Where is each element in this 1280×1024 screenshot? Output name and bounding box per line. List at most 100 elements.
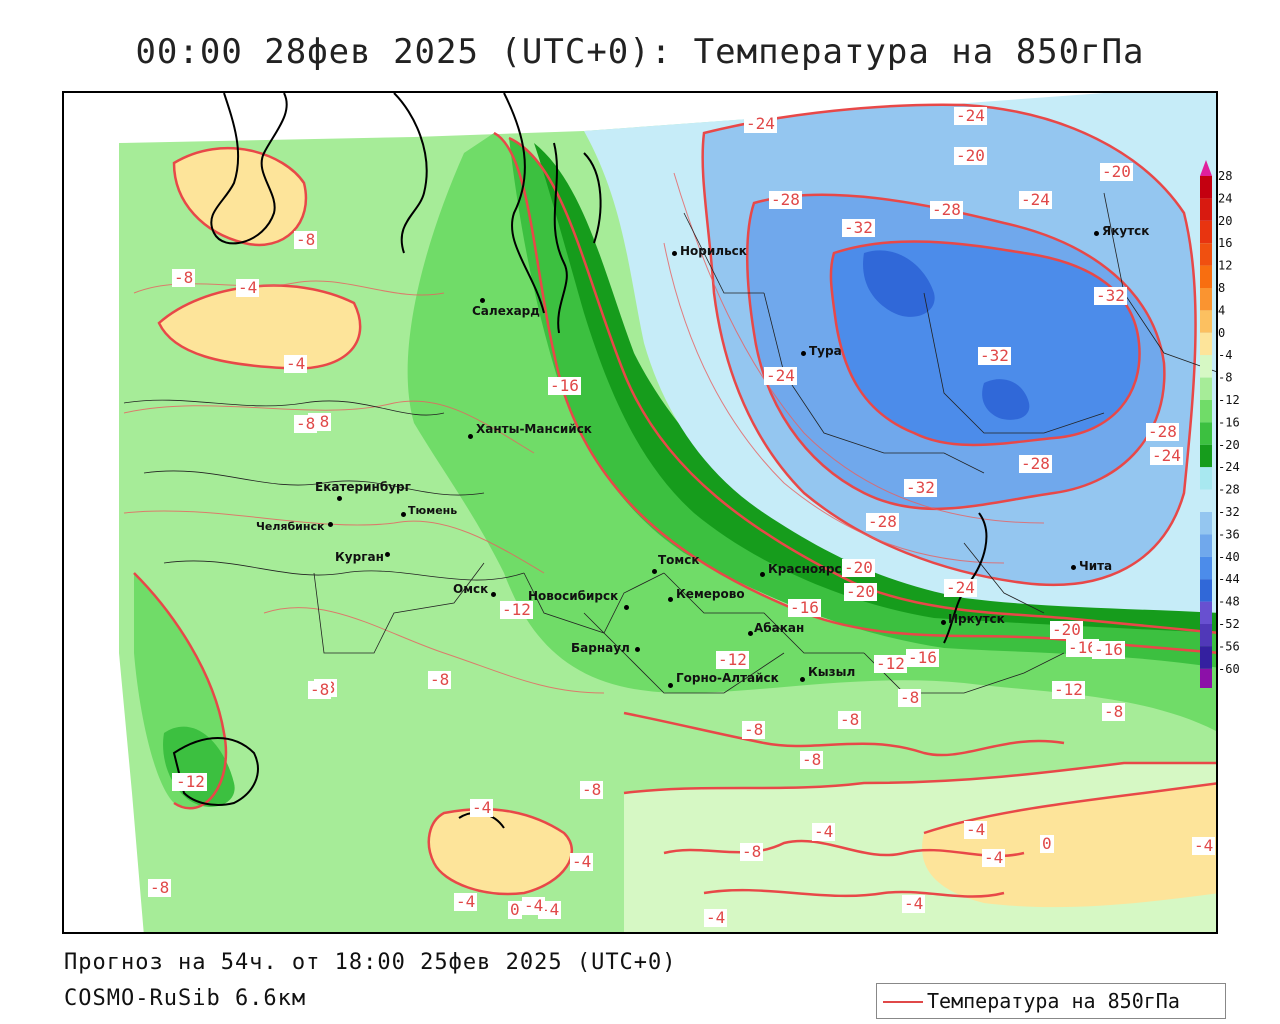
- contour-value-label: -8: [428, 670, 452, 689]
- isotherm-lines: [133, 103, 1216, 898]
- scale-color-swatch: [1200, 288, 1212, 311]
- scale-color-swatch: [1200, 668, 1212, 692]
- contour-value-label: -4: [570, 852, 594, 871]
- contour-value-label: -4: [812, 822, 836, 841]
- city-label: Кемерово: [676, 587, 745, 601]
- contour-value-label: -8: [148, 878, 172, 897]
- city-dot-icon: [480, 298, 485, 303]
- contour-value-label: -32: [978, 346, 1011, 365]
- scale-tick-label: -36: [1218, 527, 1240, 541]
- scale-color-swatch: [1200, 198, 1212, 221]
- city-label: Норильск: [680, 244, 747, 258]
- city-label: Омск: [453, 582, 489, 596]
- contour-value-label: -12: [716, 650, 749, 669]
- scale-color-swatch: [1200, 422, 1212, 445]
- city-dot-icon: [1071, 565, 1076, 570]
- contour-value-label: -32: [904, 478, 937, 497]
- city-dot-icon: [800, 677, 805, 682]
- city-label: Курган: [335, 550, 384, 564]
- city-label: Тура: [809, 344, 842, 358]
- scale-color-swatch: [1200, 400, 1212, 423]
- scale-tick-label: -16: [1218, 415, 1240, 429]
- contour-value-label: -4: [522, 896, 546, 915]
- scale-color-swatch: [1200, 243, 1212, 266]
- scale-color-swatch: [1200, 444, 1212, 468]
- contour-value-label: -32: [842, 218, 875, 237]
- scale-color-swatch: [1200, 534, 1212, 557]
- contour-value-label: -8: [838, 710, 862, 729]
- city-dot-icon: [491, 592, 496, 597]
- city-label: Тюмень: [408, 504, 458, 517]
- scale-tick-label: -56: [1218, 639, 1240, 653]
- legend-line-icon: [883, 1001, 923, 1003]
- contour-value-label: -8: [294, 414, 318, 433]
- contour-value-label: -4: [1192, 836, 1216, 855]
- contour-value-label: -28: [1146, 422, 1179, 441]
- forecast-info: Прогноз на 54ч. от 18:00 25фев 2025 (UTC…: [64, 950, 677, 975]
- scale-tick-label: -32: [1218, 505, 1240, 519]
- city-label: Иркутск: [948, 612, 1005, 626]
- city-dot-icon: [652, 569, 657, 574]
- city-dot-icon: [624, 605, 629, 610]
- city-label: Кызыл: [808, 665, 856, 679]
- color-scale-bar: 28 24 20 16 12 8 4 0 -4 -8 -12 -16 -20 -24 -28 -32 -36 -4…: [1200, 160, 1240, 708]
- city-dot-icon: [328, 522, 333, 527]
- city-dot-icon: [668, 683, 673, 688]
- city-label: Барнаул: [571, 641, 630, 655]
- scale-color-swatch: [1200, 265, 1212, 288]
- city-dot-icon: [941, 620, 946, 625]
- contour-value-label: -20: [1100, 162, 1133, 181]
- contour-value-label: -4: [982, 848, 1006, 867]
- map-title: 00:00 28фев 2025 (UTC+0): Температура на…: [135, 32, 1145, 72]
- contour-value-label: -8: [1102, 702, 1126, 721]
- contour-value-label: -20: [842, 558, 875, 577]
- contour-value-label: -8: [898, 688, 922, 707]
- scale-tick-label: 12: [1218, 259, 1232, 273]
- contour-value-label: -20: [844, 582, 877, 601]
- contour-value-label: -12: [874, 654, 907, 673]
- city-dot-icon: [468, 434, 473, 439]
- scale-color-swatch: [1200, 624, 1212, 647]
- city-dot-icon: [1094, 231, 1099, 236]
- contour-value-label: -4: [284, 354, 308, 373]
- scale-tick-label: -4: [1218, 348, 1232, 362]
- city-label: Якутск: [1102, 224, 1150, 238]
- city-label: Абакан: [754, 621, 805, 635]
- contour-value-label: -4: [902, 894, 926, 913]
- temperature-map[interactable]: Норильск Салехард Якутск Тура Ханты-Манс…: [62, 91, 1218, 934]
- contour-value-label: -12: [174, 772, 207, 791]
- contour-value-label: -32: [1094, 286, 1127, 305]
- city-label: Горно-Алтайск: [676, 671, 779, 685]
- color-scale: 28 24 20 16 12 8 4 0 -4 -8 -12 -16 -20 -24 -28 -32 -36 -4…: [1198, 158, 1280, 708]
- contour-value-label: -4: [236, 278, 260, 297]
- contour-value-label: -8: [740, 842, 764, 861]
- scale-top-arrow-icon: [1200, 160, 1212, 176]
- contour-value-label: -4: [454, 892, 478, 911]
- map-canvas: [64, 93, 1216, 932]
- contour-value-label: -24: [764, 366, 797, 385]
- scale-tick-label: 20: [1218, 214, 1232, 228]
- city-label: Новосибирск: [528, 589, 619, 603]
- contour-value-label: -28: [866, 512, 899, 531]
- contour-value-label: 0: [1040, 834, 1054, 853]
- contour-value-label: -4: [964, 820, 988, 839]
- scale-tick-label: -52: [1218, 617, 1240, 631]
- legend: Температура на 850гПа: [876, 983, 1226, 1019]
- contour-value-label: -12: [1052, 680, 1085, 699]
- city-dot-icon: [385, 552, 390, 557]
- scale-tick-label: 4: [1218, 303, 1225, 317]
- scale-color-swatch: [1200, 176, 1212, 199]
- scale-color-swatch: [1200, 646, 1212, 669]
- city-dot-icon: [668, 597, 673, 602]
- contour-value-label: -4: [470, 798, 494, 817]
- scale-tick-label: 16: [1218, 236, 1232, 250]
- contour-value-label: -16: [788, 598, 821, 617]
- contour-value-label: -24: [744, 114, 777, 133]
- contour-value-label: -16: [906, 648, 939, 667]
- city-label: Томск: [658, 553, 700, 567]
- scale-tick-label: -48: [1218, 595, 1240, 609]
- scale-tick-label: -44: [1218, 572, 1240, 586]
- region-borders: [123, 192, 1216, 694]
- scale-color-swatch: [1200, 355, 1212, 378]
- contour-value-label: -20: [1050, 620, 1083, 639]
